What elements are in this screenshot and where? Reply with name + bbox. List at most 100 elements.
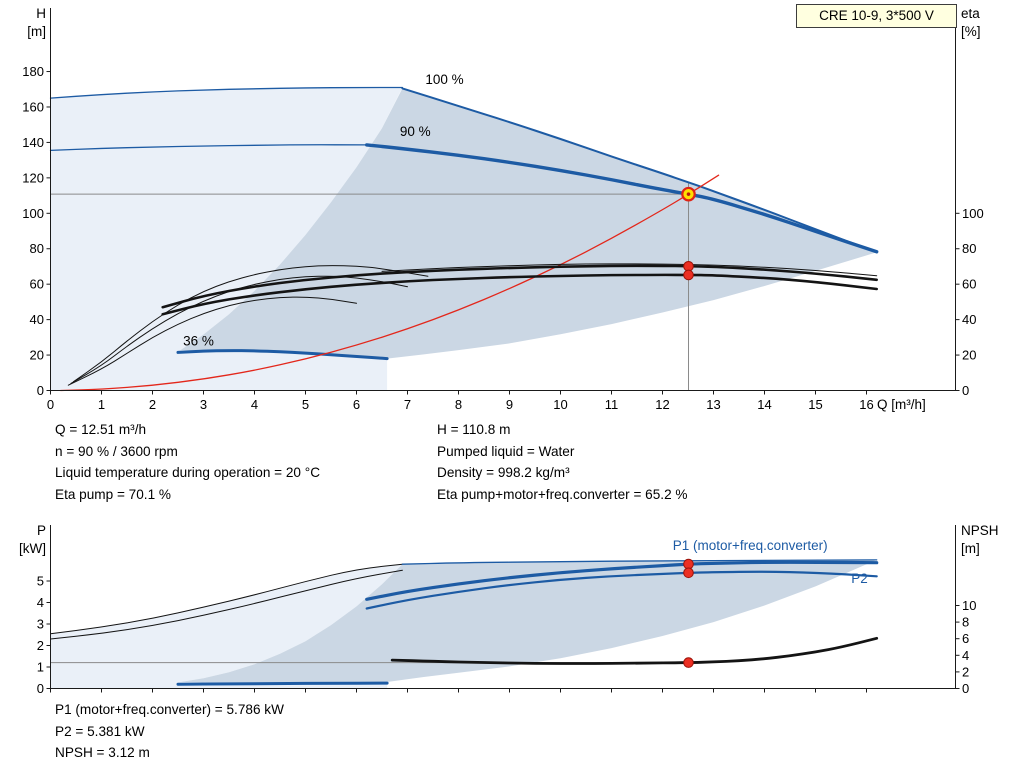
axis-unit: [m] — [961, 541, 980, 556]
npsh-curve — [390, 636, 879, 665]
p1-point — [683, 558, 694, 570]
axis-unit: [%] — [961, 24, 981, 39]
operating-envelope-dark — [180, 88, 877, 359]
tick-label: 10 — [553, 397, 567, 412]
tick-label: 6 — [353, 397, 360, 412]
duty-info-column-left: Q = 12.51 m³/h n = 90 % / 3600 rpm Liqui… — [55, 419, 320, 505]
tick-label: 6 — [962, 631, 969, 646]
eta-curve-arc-a — [73, 265, 429, 383]
speed-curve-90 — [365, 143, 879, 254]
tick-label: 14 — [757, 397, 771, 412]
qh-eta-chart: 020406080100120140160180H[m]020406080100… — [22, 6, 983, 412]
axis-unit: [kW] — [19, 541, 46, 556]
eta-total-point — [683, 269, 694, 281]
thin-power-line-a — [50, 563, 403, 635]
tick-label: 40 — [962, 312, 976, 327]
p1-curve — [365, 560, 879, 601]
tick-label: 8 — [455, 397, 462, 412]
tick-label: 2 — [37, 638, 44, 653]
curve-label: 100 % — [425, 72, 463, 87]
tick-label: 100 — [962, 206, 984, 221]
power-curve-36 — [176, 681, 389, 686]
tick-label: 140 — [22, 135, 44, 150]
tick-label: 60 — [30, 277, 44, 292]
curve-label: 36 % — [183, 333, 214, 348]
tick-label: 5 — [37, 574, 44, 589]
tick-label: 160 — [22, 99, 44, 114]
tick-label: 180 — [22, 64, 44, 79]
axis-unit: [m] — [27, 24, 46, 39]
tick-label: 0 — [37, 383, 44, 398]
axis-title: NPSH — [961, 523, 999, 538]
tick-label: 0 — [37, 681, 44, 696]
operating-envelope-light — [50, 87, 403, 391]
info-speed: n = 90 % / 3600 rpm — [55, 443, 178, 459]
pump-model-title: CRE 10-9, 3*500 V — [796, 4, 957, 28]
tick-label: 0 — [962, 383, 969, 398]
tick-label: 3 — [200, 397, 207, 412]
tick-label: 5 — [302, 397, 309, 412]
x-axis-title: Q [m³/h] — [877, 397, 926, 412]
info-p1: P1 (motor+freq.converter) = 5.786 kW — [55, 702, 284, 717]
speed-curve-36 — [176, 349, 389, 361]
info-flow: Q = 12.51 m³/h — [55, 422, 147, 437]
info-eta-total: Eta pump+motor+freq.converter = 65.2 % — [437, 486, 688, 502]
tick-label: 16 — [859, 397, 873, 412]
tick-label: 11 — [605, 397, 619, 412]
system-curve — [60, 174, 720, 392]
eta-total-curve — [161, 273, 878, 316]
info-pumped-liquid: Pumped liquid = Water — [437, 443, 575, 459]
tick-label: 2 — [149, 397, 156, 412]
thin-power-line-b — [50, 569, 403, 640]
tick-label: 100 — [22, 206, 44, 221]
tick-label: 40 — [30, 312, 44, 327]
eta-curve-100-thin — [381, 263, 878, 277]
curve-label: P1 (motor+freq.converter) — [673, 538, 828, 553]
tick-label: 7 — [404, 397, 411, 412]
axis-title: P — [37, 523, 46, 538]
axis-title: H — [36, 6, 46, 21]
tick-label: 80 — [30, 241, 44, 256]
power-info-block: P1 (motor+freq.converter) = 5.786 kW P2 … — [55, 699, 284, 764]
max-head-line-90 — [49, 144, 368, 152]
info-head: H = 110.8 m — [437, 422, 511, 437]
tick-label: 20 — [962, 348, 976, 363]
speed-curve-100 — [401, 87, 878, 254]
max-head-line-100 — [49, 86, 404, 99]
tick-label: 13 — [706, 397, 720, 412]
tick-label: 3 — [37, 617, 44, 632]
npsh-point — [683, 657, 694, 668]
info-liquid-temperature: Liquid temperature during operation = 20… — [55, 465, 321, 481]
tick-label: 15 — [808, 397, 822, 412]
tick-label: 1 — [98, 397, 105, 412]
info-eta-pump: Eta pump = 70.1 % — [55, 486, 171, 502]
tick-label: 0 — [47, 397, 54, 412]
tick-label: 4 — [962, 648, 969, 663]
duty-point-center — [686, 192, 691, 196]
tick-label: 4 — [37, 595, 44, 610]
info-density: Density = 998.2 kg/m³ — [437, 465, 570, 481]
info-npsh: NPSH = 3.12 m — [55, 745, 150, 761]
tick-label: 10 — [962, 598, 976, 613]
curve-label: P2 — [851, 571, 868, 586]
axis-title: eta — [961, 6, 980, 21]
p2-curve — [365, 570, 878, 610]
tick-label: 80 — [962, 241, 976, 256]
curve-label: 90 % — [400, 124, 431, 139]
tick-label: 60 — [962, 277, 976, 292]
tick-label: 1 — [37, 660, 44, 675]
duty-info-column-right: H = 110.8 m Pumped liquid = Water Densit… — [437, 419, 688, 505]
tick-label: 2 — [962, 664, 969, 679]
tick-label: 9 — [506, 397, 513, 412]
power-envelope-top-line — [401, 559, 878, 565]
eta-pump-point — [683, 260, 694, 272]
tick-label: 20 — [30, 348, 44, 363]
tick-label: 8 — [962, 615, 969, 630]
info-p2: P2 = 5.381 kW — [55, 723, 145, 739]
tick-label: 4 — [251, 397, 258, 412]
power-envelope-light — [50, 564, 403, 689]
eta-pump-curve — [161, 264, 878, 309]
